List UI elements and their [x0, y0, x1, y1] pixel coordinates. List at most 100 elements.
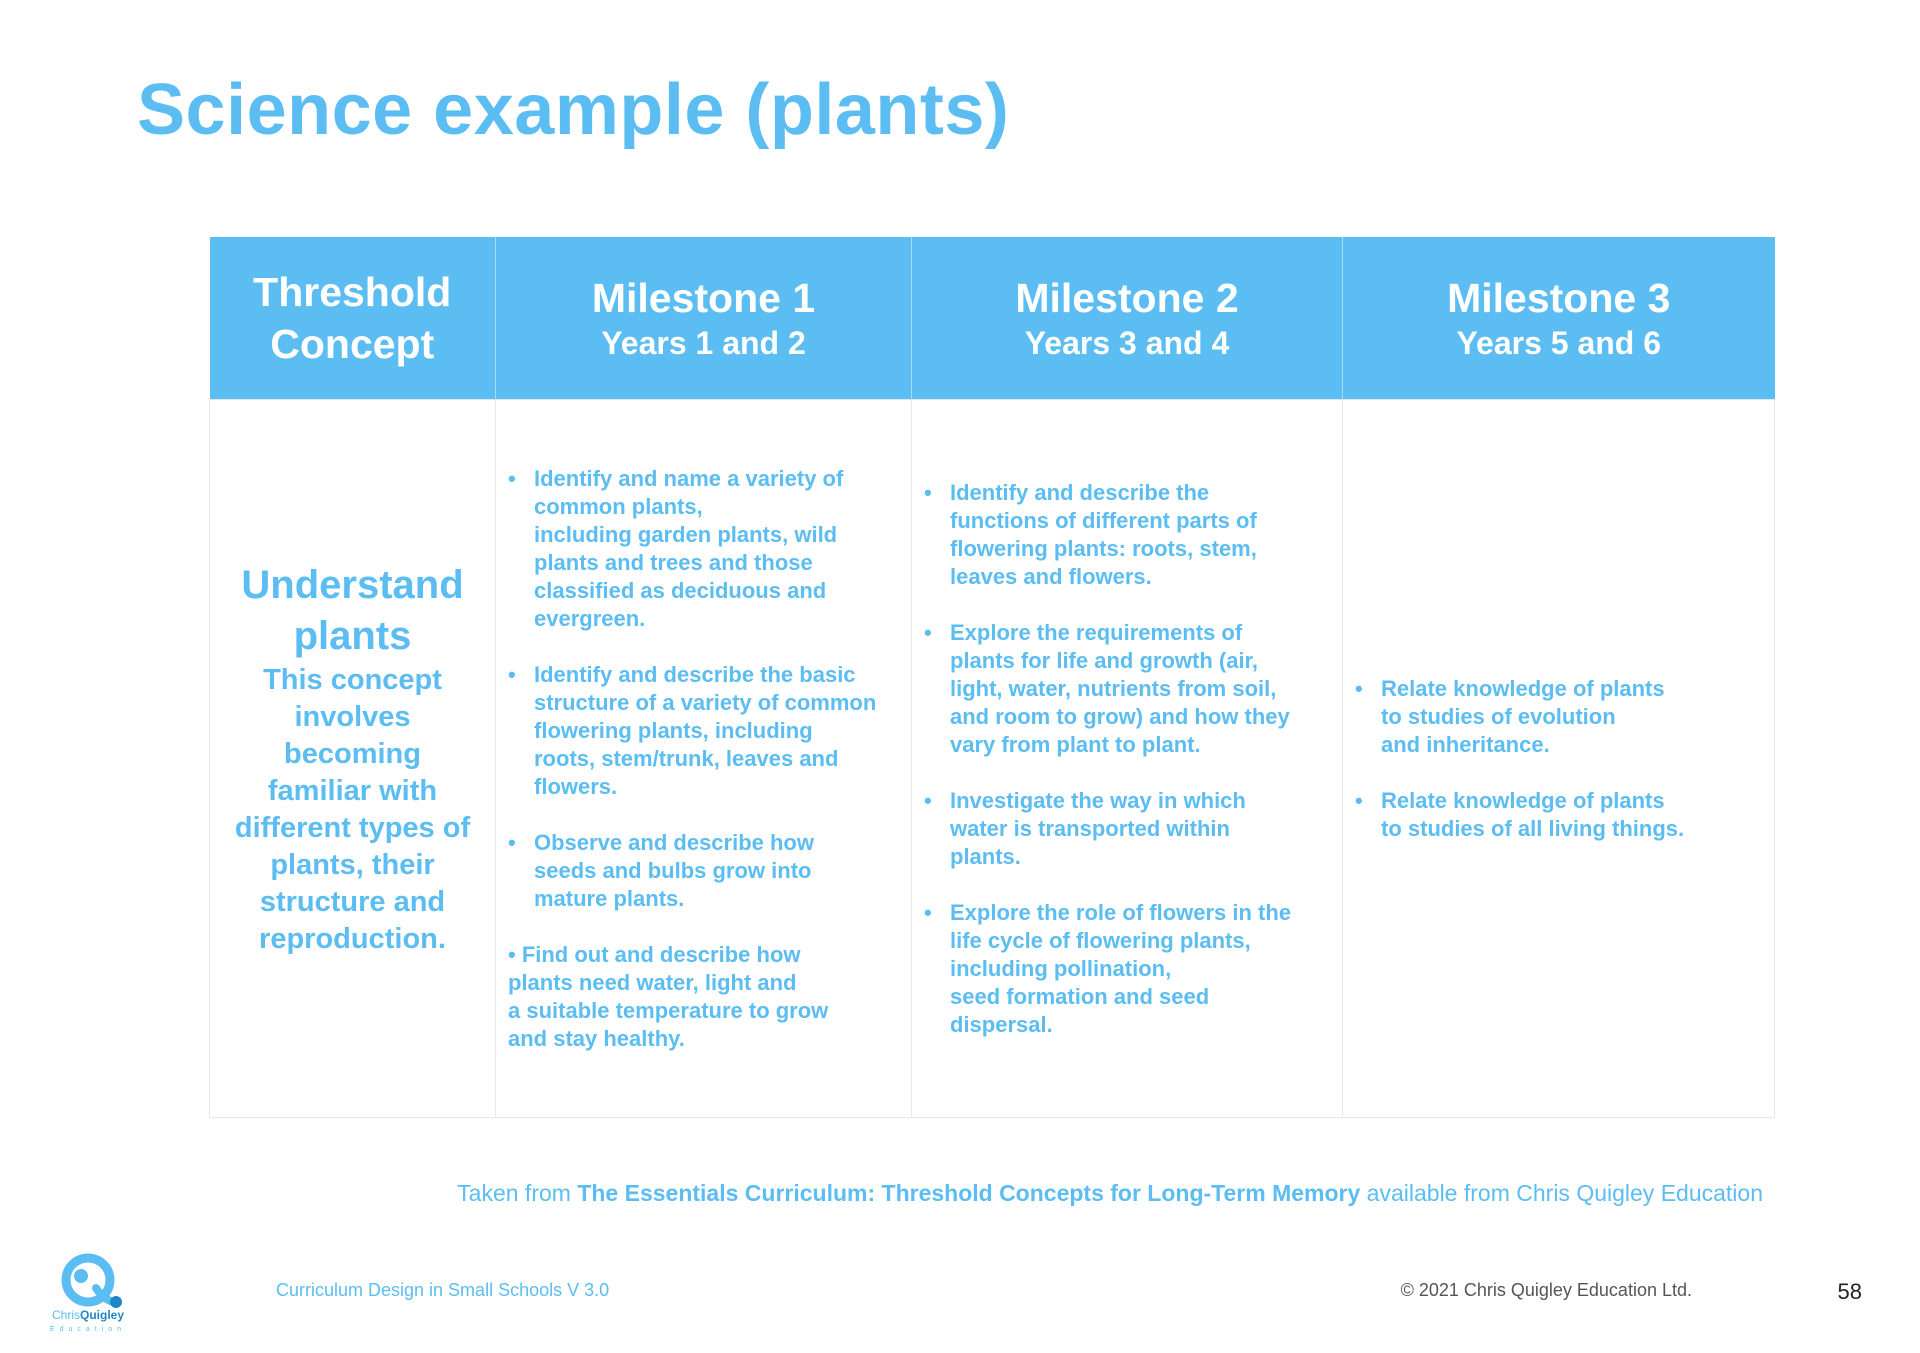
list-item: • Identify and describe the functions of d… [924, 479, 1332, 591]
concept-title-line2: plants [293, 613, 412, 658]
logo-name-part2: Quigley [80, 1308, 125, 1322]
list-item-line: Identify and name a variety of [534, 465, 844, 491]
list-item-text: Investigate the way in which water is tra… [924, 787, 1332, 871]
chris-quigley-logo-icon [61, 1253, 122, 1308]
bullet-dot: • [508, 829, 516, 855]
logo-name-part1: Chris [51, 1308, 80, 1322]
bullet-dot: • [924, 479, 932, 505]
list-item-line: • Find out and describe how [508, 941, 801, 967]
list-item-line: plants. [950, 843, 1021, 869]
list-item-text: Identify and describe the functions of di… [924, 479, 1332, 591]
list-item: • Explore the role of flowers in the life … [924, 899, 1332, 1039]
bullet-dot: • [924, 899, 932, 925]
bullet-dot: • [508, 661, 516, 687]
list-item-line: flowering plants: roots, stem, [950, 535, 1257, 561]
list-item-line: Explore the requirements of [950, 619, 1243, 645]
header-milestone-1-title: Milestone 1 [591, 275, 816, 321]
milestone-2-cell: • Identify and describe the functions of d… [911, 399, 1343, 1118]
header-threshold-concept: Threshold Concept [209, 237, 496, 400]
concept-desc-line: involves [294, 700, 411, 733]
source-book-title: The Essentials Curriculum: Threshold Con… [577, 1180, 1361, 1206]
source-suffix: available from Chris Quigley Education [1360, 1180, 1763, 1206]
list-item-line: Identify and describe the basic [534, 661, 856, 687]
page-title: Science example (plants) [137, 70, 1010, 150]
header-milestone-2-title: Milestone 2 [1015, 275, 1239, 321]
list-item: • Relate knowledge of plants to studies of… [1355, 675, 1764, 759]
list-item-text: Identify and name a variety of common pla… [508, 465, 901, 633]
list-item-line: plants and trees and those [534, 549, 813, 575]
footer-copyright: © 2021 Chris Quigley Education Ltd. [1400, 1280, 1692, 1300]
list-item-line: Investigate the way in which [950, 787, 1246, 813]
milestone-2-list: • Identify and describe the functions of d… [924, 479, 1332, 1039]
table-header-row: Threshold Concept Milestone 1 Years 1 an… [209, 237, 1775, 400]
concept-desc-line: This concept [263, 663, 442, 696]
list-item-line: a suitable temperature to grow [508, 997, 829, 1023]
list-item: • Relate knowledge of plants to studies of… [1355, 787, 1764, 843]
list-item-line: common plants, [534, 493, 703, 519]
milestone-1-list: • Identify and name a variety of common pl… [508, 465, 901, 1053]
list-item-text: Relate knowledge of plants to studies of … [1355, 675, 1764, 759]
milestone-1-cell: • Identify and name a variety of common pl… [495, 399, 912, 1118]
header-milestone-1: Milestone 1 Years 1 and 2 [495, 237, 912, 400]
list-item-line: classified as deciduous and [534, 577, 827, 603]
list-item-line: evergreen. [534, 605, 646, 631]
milestone-3-cell: • Relate knowledge of plants to studies of… [1342, 399, 1775, 1118]
concept-desc-line: different types of [234, 811, 471, 844]
list-item: • Find out and describe how plants need w… [508, 941, 901, 1053]
list-item-line: Relate knowledge of plants [1381, 675, 1665, 701]
list-item-text: Observe and describe how seeds and bulbs … [508, 829, 901, 913]
bullet-dot: • [508, 465, 516, 491]
page-number: 58 [1837, 1279, 1862, 1304]
list-item-text: Explore the role of flowers in the life c… [924, 899, 1332, 1039]
list-item-line: seed formation and seed [950, 983, 1210, 1009]
list-item-line: functions of different parts of [950, 507, 1257, 533]
list-item: • Identify and describe the basic structur… [508, 661, 901, 801]
list-item-line: flowers. [534, 773, 618, 799]
list-item-line: plants for life and growth (air, [950, 647, 1259, 673]
list-item-line: Relate knowledge of plants [1381, 787, 1665, 813]
header-threshold-line2: Concept [270, 321, 435, 367]
concept-cell: Understand plants This concept involves … [209, 399, 496, 1118]
concept-desc-line: familiar with [267, 774, 438, 807]
list-item-line: including pollination, [950, 955, 1172, 981]
list-item-line: flowering plants, including [534, 717, 813, 743]
table-row: Understand plants This concept involves … [209, 399, 1775, 1118]
list-item-text: • Find out and describe how plants need w… [508, 941, 901, 1053]
concept-desc-line: becoming [284, 737, 421, 770]
header-milestone-2-years: Years 3 and 4 [1024, 325, 1230, 361]
list-item-line: seeds and bulbs grow into [534, 857, 812, 883]
source-attribution: Taken from The Essentials Curriculum: Th… [457, 1180, 1763, 1207]
milestone-3-list: • Relate knowledge of plants to studies of… [1355, 675, 1764, 843]
list-item-line: vary from plant to plant. [950, 731, 1201, 757]
header-milestone-3: Milestone 3 Years 5 and 6 [1342, 237, 1775, 400]
list-item-line: to studies of evolution [1381, 703, 1616, 729]
bullet-dot: • [924, 787, 932, 813]
bullet-dot: • [1355, 787, 1363, 813]
concept-desc-line: plants, their [270, 848, 435, 881]
list-item-line: roots, stem/trunk, leaves and [534, 745, 839, 771]
list-item-line: water is transported within [950, 815, 1230, 841]
header-milestone-3-title: Milestone 3 [1447, 275, 1671, 321]
list-item-line: life cycle of flowering plants, [950, 927, 1251, 953]
source-prefix: Taken from [457, 1180, 578, 1206]
list-item-line: Observe and describe how [534, 829, 814, 855]
list-item-text: Explore the requirements of plants for li… [924, 619, 1332, 759]
logo-subtitle: Education [49, 1326, 127, 1333]
concept-desc-line: structure and [259, 885, 446, 918]
list-item-line: dispersal. [950, 1011, 1053, 1037]
list-item-line: and room to grow) and how they [950, 703, 1290, 729]
concept-title-line1: Understand [241, 562, 464, 607]
list-item-line: mature plants. [534, 885, 685, 911]
list-item-line: to studies of all living things. [1381, 815, 1685, 841]
header-threshold-line1: Threshold [253, 269, 452, 315]
list-item-line: and inheritance. [1381, 731, 1550, 757]
list-item-line: leaves and flowers. [950, 563, 1152, 589]
list-item-line: Identify and describe the [950, 479, 1210, 505]
header-milestone-2: Milestone 2 Years 3 and 4 [911, 237, 1343, 400]
list-item-line: structure of a variety of common [534, 689, 877, 715]
list-item-line: Explore the role of flowers in the [950, 899, 1292, 925]
list-item: • Identify and name a variety of common pl… [508, 465, 901, 633]
list-item-line: including garden plants, wild [534, 521, 838, 547]
list-item-text: Relate knowledge of plants to studies of … [1355, 787, 1764, 843]
bullet-dot: • [1355, 675, 1363, 701]
